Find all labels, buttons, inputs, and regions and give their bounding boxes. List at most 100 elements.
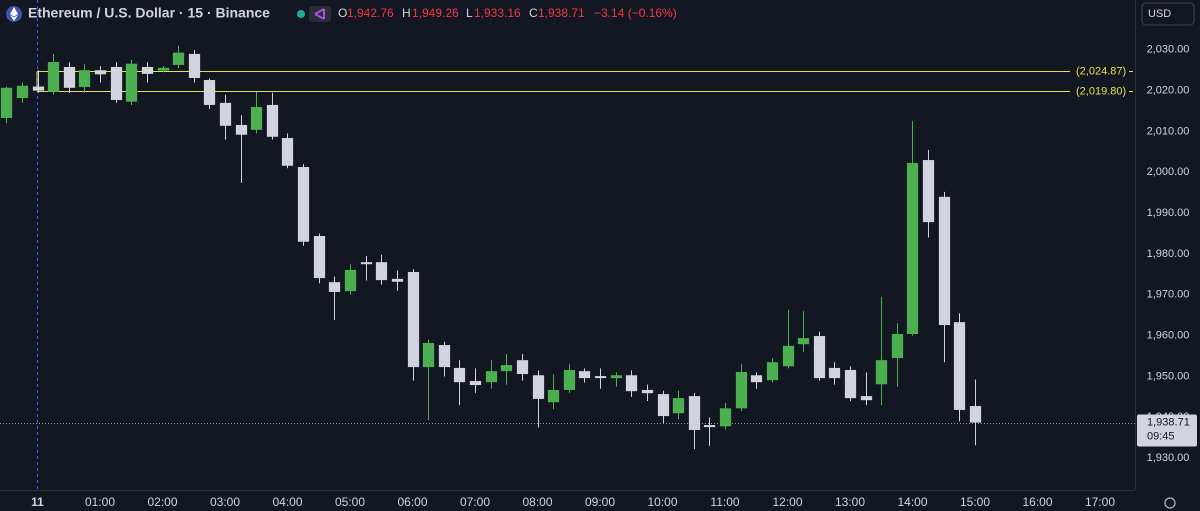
candle-body xyxy=(578,371,591,379)
legend-low: 1,933.16 xyxy=(474,6,521,20)
candle-body xyxy=(547,389,560,403)
candle-body xyxy=(203,80,216,105)
candle-body xyxy=(157,67,170,71)
candle-body xyxy=(469,380,482,386)
horizontal-line-label: (2,024.87) xyxy=(1076,65,1126,77)
currency-button[interactable] xyxy=(1141,2,1195,26)
candle-body xyxy=(172,52,185,65)
candle-body xyxy=(94,70,107,75)
eth-logo xyxy=(10,7,18,21)
candle-body xyxy=(63,66,76,88)
candle-body xyxy=(485,371,498,383)
y-tick-label: 1,990.00 xyxy=(1147,207,1190,219)
legend-h: H xyxy=(402,6,411,20)
candle-body xyxy=(594,376,607,379)
candle-body xyxy=(750,375,763,383)
legend-c: C xyxy=(529,6,538,20)
indicator-icon xyxy=(314,8,325,20)
candle-body xyxy=(563,369,576,390)
x-tick-label: 17:00 xyxy=(1085,495,1115,509)
indicator-button[interactable] xyxy=(309,6,331,22)
candle-body xyxy=(281,138,294,166)
candle-body xyxy=(532,375,545,399)
candle-body xyxy=(860,396,873,401)
candle-body xyxy=(657,394,670,417)
candle-body xyxy=(844,369,857,399)
candle-body xyxy=(688,396,701,430)
candle-body xyxy=(516,360,529,375)
y-tick-label: 2,000.00 xyxy=(1147,166,1190,178)
candle-body xyxy=(969,406,982,423)
x-tick-label: 07:00 xyxy=(460,495,490,509)
candle-body xyxy=(188,53,201,78)
candle-body xyxy=(438,345,451,368)
candle-body xyxy=(375,262,388,281)
price-tag-countdown: 09:45 xyxy=(1147,430,1175,442)
candle-body xyxy=(47,62,60,92)
x-tick-label: 11 xyxy=(31,495,44,509)
candle-body xyxy=(625,375,638,392)
legend: Ethereum / U.S. Dollar · 15 · Binance O … xyxy=(6,5,677,22)
y-tick-label: 2,030.00 xyxy=(1147,44,1190,56)
y-tick-label: 1,960.00 xyxy=(1147,330,1190,342)
x-tick-label: 12:00 xyxy=(772,495,802,509)
candle-body xyxy=(344,269,357,292)
legend-high: 1,949.26 xyxy=(412,6,459,20)
candle-body xyxy=(703,425,716,428)
legend-l: L xyxy=(466,6,473,20)
candle-body xyxy=(78,70,91,87)
candle-body xyxy=(391,278,404,282)
candle-body xyxy=(313,236,326,279)
plot: (2,024.87) (2,019.80) xyxy=(0,0,1135,490)
candle-body xyxy=(938,196,951,326)
candle-body xyxy=(250,106,263,130)
x-tick-label: 13:00 xyxy=(835,495,865,509)
candle-body xyxy=(125,63,138,102)
candle-body xyxy=(422,343,435,368)
x-tick-label: 05:00 xyxy=(335,495,365,509)
candle-body xyxy=(141,66,154,74)
y-tick-label: 1,980.00 xyxy=(1147,248,1190,260)
price-tag-label: 1,938.71 xyxy=(1147,416,1190,428)
y-tick-label: 2,020.00 xyxy=(1147,85,1190,97)
legend-o: O xyxy=(338,6,347,20)
candle-body xyxy=(735,371,748,409)
candle-body xyxy=(906,162,919,335)
y-tick-label: 1,970.00 xyxy=(1147,289,1190,301)
x-tick-label: 15:00 xyxy=(960,495,990,509)
y-tick-label: 1,950.00 xyxy=(1147,370,1190,382)
candle-body xyxy=(891,334,904,359)
candle-body xyxy=(453,367,466,383)
price-tag xyxy=(1137,414,1197,447)
candle-body xyxy=(922,160,935,223)
candle-body xyxy=(719,408,732,427)
x-tick-label: 02:00 xyxy=(147,495,177,509)
candle-body xyxy=(360,262,373,265)
legend-close: 1,938.71 xyxy=(538,6,585,20)
candle-body xyxy=(219,102,232,126)
x-tick-label: 16:00 xyxy=(1022,495,1052,509)
candle-body xyxy=(32,86,45,91)
chart-title: Ethereum / U.S. Dollar · 15 · Binance xyxy=(28,5,270,21)
y-tick-label: 2,010.00 xyxy=(1147,125,1190,137)
candle-body xyxy=(813,336,826,379)
x-tick-label: 01:00 xyxy=(85,495,115,509)
candle-body xyxy=(110,66,123,101)
candle-body xyxy=(16,85,29,98)
candle-body xyxy=(641,389,654,394)
legend-open: 1,942.76 xyxy=(347,6,394,20)
candle-body xyxy=(828,367,841,379)
x-tick-label: 03:00 xyxy=(210,495,240,509)
candle-body xyxy=(407,271,420,368)
candle-body xyxy=(875,360,888,385)
candle-body xyxy=(953,322,966,410)
candle-body xyxy=(797,338,810,345)
y-tick-label: 1,930.00 xyxy=(1147,452,1190,464)
x-tick-label: 11:00 xyxy=(710,495,739,509)
candle-body xyxy=(0,87,13,119)
candle-body xyxy=(297,167,310,242)
x-tick-label: 10:00 xyxy=(647,495,677,509)
settings-icon[interactable] xyxy=(1164,497,1176,509)
candle-body xyxy=(266,104,279,137)
